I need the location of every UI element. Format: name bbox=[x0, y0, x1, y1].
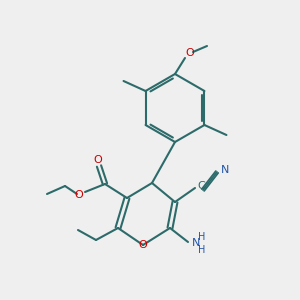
Text: H: H bbox=[198, 232, 206, 242]
Text: N: N bbox=[221, 165, 230, 175]
Text: O: O bbox=[75, 190, 83, 200]
Text: O: O bbox=[186, 48, 194, 58]
Text: H: H bbox=[198, 245, 206, 255]
Text: N: N bbox=[192, 238, 200, 248]
Text: O: O bbox=[139, 240, 147, 250]
Text: C: C bbox=[197, 181, 205, 191]
Text: O: O bbox=[94, 155, 102, 165]
